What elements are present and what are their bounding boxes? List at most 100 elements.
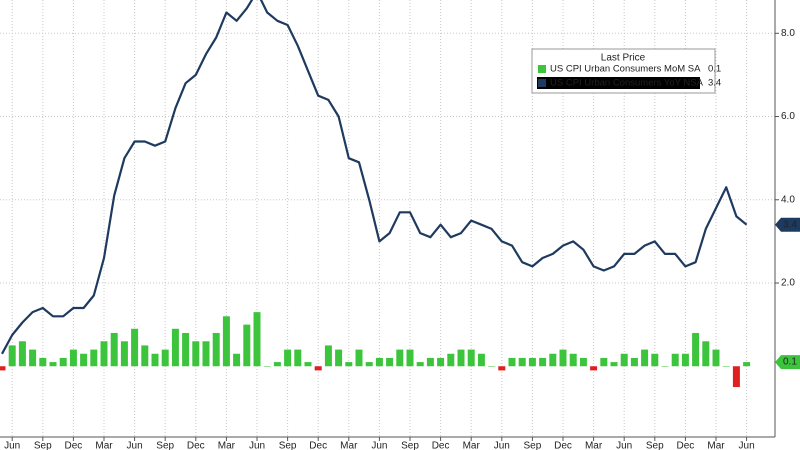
- x-tick-label: Sep: [524, 441, 542, 450]
- bar: [18, 341, 26, 367]
- bar: [222, 316, 230, 367]
- bar: [141, 345, 149, 367]
- x-tick-label: Dec: [432, 441, 450, 450]
- bar: [743, 362, 751, 367]
- plot-area: [0, 0, 751, 388]
- bar: [161, 349, 169, 367]
- bar: [702, 341, 710, 367]
- bar: [722, 366, 730, 367]
- bar: [539, 357, 547, 367]
- bar: [712, 349, 720, 367]
- bar: [273, 362, 281, 367]
- y-tick-label: 4.0: [781, 194, 795, 205]
- bar: [426, 357, 434, 367]
- x-tick-label: Dec: [677, 441, 695, 450]
- bar: [253, 312, 261, 367]
- bar: [100, 341, 108, 367]
- y-tick-label: 2.0: [781, 278, 795, 289]
- bar: [416, 362, 424, 367]
- bar: [110, 332, 118, 367]
- x-tick-label: Sep: [279, 441, 297, 450]
- x-tick-label: Mar: [707, 441, 725, 450]
- bar: [8, 345, 16, 367]
- bar: [182, 332, 190, 367]
- legend-value: 3.4: [708, 78, 721, 89]
- legend-value: 0.1: [708, 64, 721, 75]
- bar: [69, 349, 77, 367]
- bar: [355, 349, 363, 367]
- bar: [641, 349, 649, 367]
- bar: [508, 357, 516, 367]
- bar: [314, 366, 322, 371]
- bar: [569, 353, 577, 367]
- bar: [39, 357, 47, 367]
- bar: [304, 362, 312, 367]
- bar: [447, 353, 455, 367]
- bar: [681, 353, 689, 367]
- x-tick-label: Mar: [218, 441, 236, 450]
- line: [1, 0, 748, 355]
- bar: [671, 353, 679, 367]
- bar: [661, 366, 669, 367]
- legend-highlight: [537, 77, 700, 89]
- bar: [528, 357, 536, 367]
- bar: [457, 349, 465, 367]
- bar: [396, 349, 404, 367]
- bar: [488, 366, 496, 367]
- x-tick-label: Mar: [340, 441, 358, 450]
- x-tick-label: Jun: [616, 441, 632, 450]
- bar: [80, 353, 88, 367]
- x-tick-label: Dec: [554, 441, 572, 450]
- bar: [630, 357, 638, 367]
- last-value-tag: [775, 355, 800, 370]
- bar: [49, 362, 57, 367]
- bar: [233, 353, 241, 367]
- bar: [518, 357, 526, 367]
- bar: [192, 341, 200, 367]
- bar: [294, 349, 302, 367]
- bar: [131, 328, 139, 367]
- bar: [579, 357, 587, 367]
- bar: [243, 324, 251, 367]
- last-value-label: 3.4: [783, 219, 797, 230]
- x-tick-label: Jun: [249, 441, 265, 450]
- bar: [692, 332, 700, 367]
- bar: [345, 362, 353, 367]
- legend: Last Price US CPI Urban Consumers MoM SA…: [531, 48, 721, 94]
- bar: [171, 328, 179, 367]
- last-value-label: 0.1: [783, 357, 797, 368]
- x-tick-label: Jun: [371, 441, 387, 450]
- bar: [651, 353, 659, 367]
- legend-swatch: [538, 79, 546, 87]
- y-tick-label: 6.0: [781, 111, 795, 122]
- bar: [212, 332, 220, 367]
- x-tick-label: Jun: [4, 441, 20, 450]
- legend-label: US CPI Urban Consumers YoY NSA: [550, 78, 704, 89]
- bar: [467, 349, 475, 367]
- x-tick-label: Mar: [463, 441, 481, 450]
- x-tick-label: Dec: [187, 441, 205, 450]
- bar: [437, 357, 445, 367]
- x-tick-label: Mar: [585, 441, 603, 450]
- bar: [610, 362, 618, 367]
- bar: [202, 341, 210, 367]
- bar: [263, 366, 271, 367]
- last-value-tag: [775, 217, 800, 232]
- bar: [0, 366, 6, 371]
- bar: [386, 357, 394, 367]
- legend-swatch: [538, 65, 546, 73]
- x-tick-label: Jun: [127, 441, 143, 450]
- y-tick-label: 8.0: [781, 28, 795, 39]
- bar: [406, 349, 414, 367]
- x-tick-label: Sep: [646, 441, 664, 450]
- bar: [549, 353, 557, 367]
- x-tick-label: Sep: [156, 441, 174, 450]
- bar: [151, 353, 159, 367]
- x-tick-label: Jun: [494, 441, 510, 450]
- bar: [477, 353, 485, 367]
- bar: [498, 366, 506, 371]
- bar: [375, 357, 383, 367]
- x-tick-label: Dec: [309, 441, 327, 450]
